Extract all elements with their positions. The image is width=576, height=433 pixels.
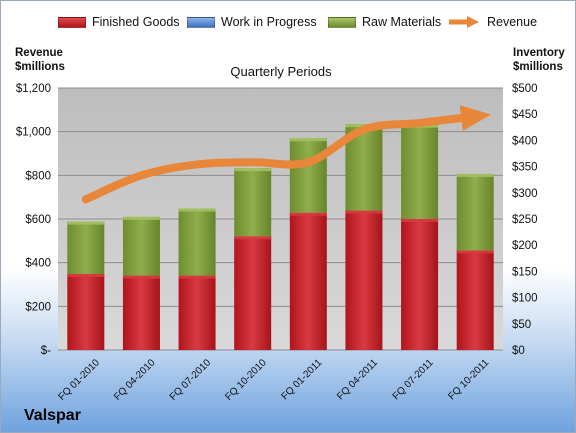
bar-raw-materials <box>67 221 105 275</box>
x-tick-label: FQ 07-2010 <box>168 357 214 403</box>
y-right-tick-label: $100 <box>512 293 538 305</box>
bar-finished-goods-cap <box>345 210 383 214</box>
bar-finished-goods-cap <box>122 275 160 279</box>
legend-swatch-raw-materials <box>328 16 356 28</box>
legend-item-finished-goods: Finished Goods <box>58 15 180 29</box>
bar-finished-goods-cap <box>401 219 439 222</box>
left-axis-title-line2: $millions <box>15 61 65 73</box>
bar-raw-materials-cap <box>122 216 160 220</box>
y-left-tick-label: $1,200 <box>16 83 51 95</box>
bar-finished-goods-cap <box>234 236 272 240</box>
bar-finished-goods <box>234 236 272 350</box>
bar-finished-goods <box>122 275 160 350</box>
bar-raw-materials <box>234 168 272 237</box>
bar-finished-goods <box>345 210 383 350</box>
left-axis-title-line1: Revenue <box>15 47 63 59</box>
revenue-line <box>81 112 480 204</box>
bar-finished-goods <box>401 219 439 350</box>
bar-finished-goods-cap <box>178 275 216 279</box>
x-tick-label: FQ 07-2011 <box>391 357 436 402</box>
brand-label: Valspar <box>24 407 81 424</box>
x-tick-label: FQ 01-2011 <box>279 357 324 402</box>
legend-item-raw-materials: Raw Materials <box>328 15 441 29</box>
bar-raw-materials-cap <box>178 208 216 212</box>
x-tick-label: FQ 10-2010 <box>223 357 269 403</box>
y-right-tick-label: $300 <box>512 188 538 200</box>
legend-swatch-work-in-progress <box>187 16 215 28</box>
y-right-tick-label: $50 <box>512 319 531 331</box>
bar-raw-materials-cap <box>67 221 105 225</box>
bar-finished-goods <box>456 250 494 350</box>
y-left-tick-label: $800 <box>25 170 51 182</box>
legend-item-work-in-progress: Work in Progress <box>187 15 317 29</box>
y-left-tick-label: $400 <box>25 258 51 270</box>
right-axis-title: Inventory $millions <box>513 46 565 74</box>
y-left-tick-label: $1,000 <box>16 127 51 139</box>
y-right-tick-label: $350 <box>512 162 538 174</box>
bar-finished-goods <box>178 275 216 350</box>
bar-raw-materials-cap <box>289 138 327 142</box>
y-left-tick-label: $- <box>41 345 51 357</box>
bar-finished-goods-cap <box>289 212 327 216</box>
right-axis-title-line2: $millions <box>513 61 563 73</box>
x-tick-label: FQ 04-2010 <box>112 357 158 403</box>
bar-raw-materials-cap <box>456 173 494 177</box>
bar-finished-goods-cap <box>456 250 494 254</box>
legend-swatch-revenue <box>449 16 479 28</box>
revenue-arrowhead <box>459 105 492 131</box>
bar-raw-materials <box>178 208 216 276</box>
y-right-tick-label: $250 <box>512 214 538 226</box>
legend-label-raw-materials: Raw Materials <box>362 15 442 29</box>
y-right-tick-label: $450 <box>512 109 538 121</box>
legend-label-work-in-progress: Work in Progress <box>221 15 317 29</box>
y-left-tick-label: $200 <box>25 301 51 313</box>
x-tick-label: FQ 10-2011 <box>446 357 491 402</box>
bar-raw-materials <box>289 138 327 213</box>
left-axis-title: Revenue $millions <box>15 46 65 74</box>
y-left-tick-label: $600 <box>25 214 51 226</box>
x-tick-label: FQ 04-2011 <box>335 357 380 402</box>
legend: Finished Goods Work in Progress Raw Mate… <box>1 15 575 35</box>
y-right-tick-label: $0 <box>512 345 525 357</box>
legend-swatch-finished-goods <box>58 16 86 28</box>
y-right-tick-label: $200 <box>512 240 538 252</box>
bar-raw-materials <box>401 124 439 219</box>
bar-finished-goods <box>67 274 105 350</box>
y-right-tick-label: $400 <box>512 135 538 147</box>
legend-label-revenue: Revenue <box>487 15 538 29</box>
bar-raw-materials <box>122 216 160 276</box>
bar-finished-goods-cap <box>67 274 105 278</box>
x-tick-label: FQ 01-2010 <box>56 357 102 403</box>
y-right-tick-label: $150 <box>512 266 538 278</box>
chart-subtitle: Quarterly Periods <box>230 64 332 79</box>
bar-finished-goods <box>289 212 327 350</box>
right-axis-title-line1: Inventory <box>513 47 565 59</box>
bar-raw-materials-cap <box>234 168 272 172</box>
legend-item-revenue: Revenue <box>449 15 537 29</box>
legend-label-finished-goods: Finished Goods <box>92 15 180 29</box>
bar-raw-materials <box>456 173 494 251</box>
y-right-tick-label: $500 <box>512 83 538 95</box>
